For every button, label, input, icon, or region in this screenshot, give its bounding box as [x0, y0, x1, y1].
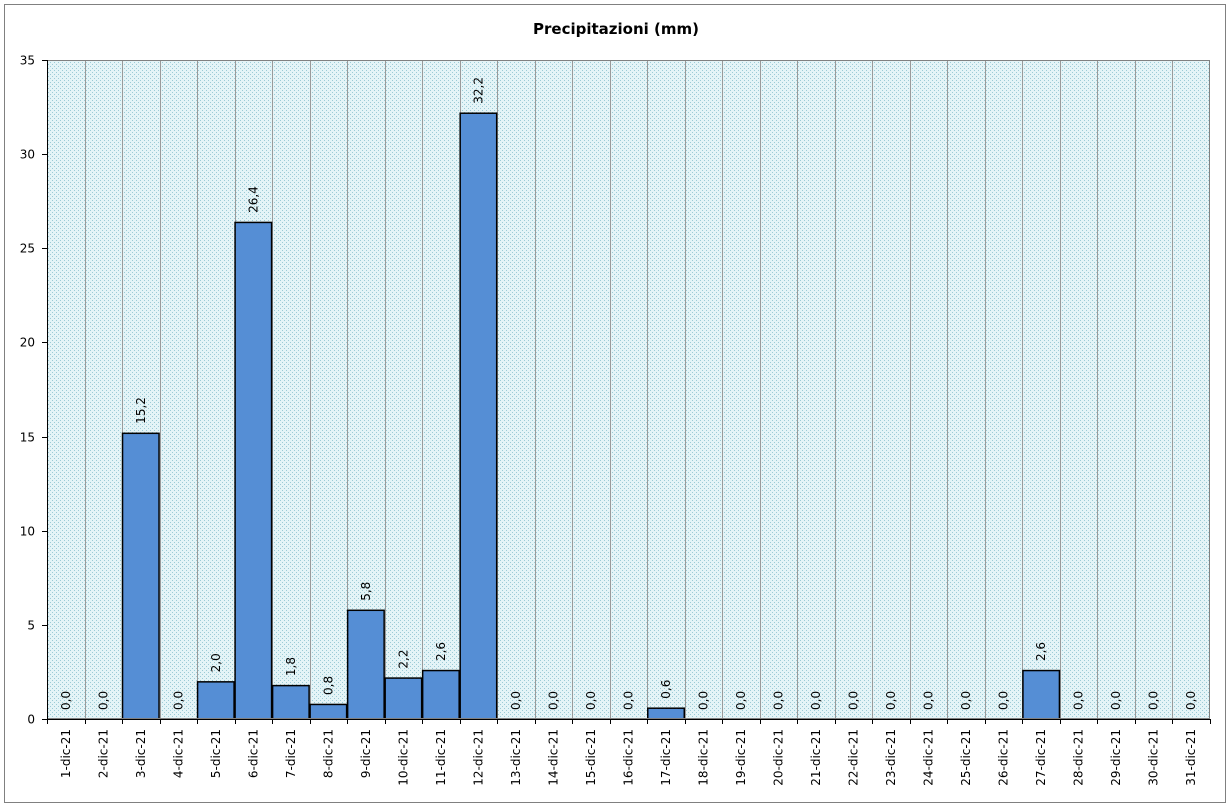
data-label: 0,0: [96, 691, 110, 710]
x-tick-label: 24-dic-21: [922, 729, 936, 786]
x-tick-label: 14-dic-21: [546, 729, 560, 786]
x-tick-label: 22-dic-21: [847, 729, 861, 786]
x-tick-label: 21-dic-21: [809, 729, 823, 786]
x-tick-label: 16-dic-21: [622, 729, 636, 786]
x-tick-label: 18-dic-21: [697, 729, 711, 786]
bar-3-dic-21: [121, 432, 160, 720]
data-label: 0,0: [772, 691, 786, 710]
bar-9-dic-21: [346, 609, 385, 720]
y-tick-label: 10: [20, 525, 35, 539]
y-tick-label: 25: [20, 242, 35, 256]
x-tick-label: 29-dic-21: [1109, 729, 1123, 786]
x-tick-label: 25-dic-21: [959, 729, 973, 786]
data-label: 0,6: [659, 680, 673, 699]
plot-area: [47, 60, 1210, 719]
x-tick-label: 3-dic-21: [134, 729, 148, 778]
data-label: 32,2: [471, 77, 485, 104]
x-tick-label: 13-dic-21: [509, 729, 523, 786]
bar-7-dic-21: [271, 684, 310, 720]
bar-12-dic-21: [459, 112, 498, 720]
x-tick-label: 15-dic-21: [584, 729, 598, 786]
x-tick-label: 30-dic-21: [1147, 729, 1161, 786]
y-tick-label: 0: [27, 713, 35, 727]
x-tick-label: 28-dic-21: [1072, 729, 1086, 786]
data-label: 0,0: [1147, 691, 1161, 710]
data-label: 0,0: [959, 691, 973, 710]
y-tick-label: 15: [20, 431, 35, 445]
bar-5-dic-21: [196, 681, 235, 720]
data-label: 0,0: [1109, 691, 1123, 710]
x-tick-label: 9-dic-21: [359, 729, 373, 778]
y-tick-label: 30: [20, 148, 35, 162]
bar-11-dic-21: [421, 669, 460, 720]
x-tick-label: 2-dic-21: [96, 729, 110, 778]
x-tick-label: 12-dic-21: [471, 729, 485, 786]
data-label: 5,8: [359, 582, 373, 601]
bar-6-dic-21: [234, 221, 273, 720]
bar-17-dic-21: [647, 707, 686, 720]
bar-10-dic-21: [384, 677, 423, 720]
data-label: 0,0: [884, 691, 898, 710]
x-tick-label: 4-dic-21: [171, 729, 185, 778]
x-tick-label: 11-dic-21: [434, 729, 448, 786]
y-tick-label: 20: [20, 336, 35, 350]
data-label: 0,0: [734, 691, 748, 710]
x-tick-label: 6-dic-21: [246, 729, 260, 778]
data-label: 0,0: [1072, 691, 1086, 710]
x-tick-label: 19-dic-21: [734, 729, 748, 786]
data-label: 2,6: [1034, 642, 1048, 661]
data-label: 0,0: [509, 691, 523, 710]
x-tick-label: 23-dic-21: [884, 729, 898, 786]
x-tick-label: 31-dic-21: [1184, 729, 1198, 786]
data-label: 0,8: [321, 676, 335, 695]
data-label: 0,0: [847, 691, 861, 710]
y-tick-label: 5: [27, 619, 35, 633]
data-label: 15,2: [134, 397, 148, 424]
data-label: 0,0: [584, 691, 598, 710]
data-label: 0,0: [622, 691, 636, 710]
data-label: 0,0: [997, 691, 1011, 710]
bar-27-dic-21: [1022, 669, 1061, 720]
data-label: 2,6: [434, 642, 448, 661]
data-label: 1,8: [284, 657, 298, 676]
data-label: 0,0: [59, 691, 73, 710]
data-label: 0,0: [546, 691, 560, 710]
data-label: 0,0: [809, 691, 823, 710]
data-label: 26,4: [246, 186, 260, 213]
bar-8-dic-21: [309, 703, 348, 720]
data-label: 2,2: [396, 649, 410, 668]
data-label: 0,0: [922, 691, 936, 710]
data-label: 0,0: [171, 691, 185, 710]
x-tick-label: 8-dic-21: [321, 729, 335, 778]
x-tick-label: 26-dic-21: [997, 729, 1011, 786]
data-label: 0,0: [1184, 691, 1198, 710]
x-tick-label: 10-dic-21: [396, 729, 410, 786]
data-label: 2,0: [209, 653, 223, 672]
y-tick-label: 35: [20, 54, 35, 68]
chart-title: Precipitazioni (mm): [533, 20, 699, 38]
x-tick-label: 20-dic-21: [772, 729, 786, 786]
data-label: 0,0: [697, 691, 711, 710]
x-tick-label: 17-dic-21: [659, 729, 673, 786]
x-tick-label: 27-dic-21: [1034, 729, 1048, 786]
x-tick-label: 5-dic-21: [209, 729, 223, 778]
x-tick-label: 1-dic-21: [59, 729, 73, 778]
x-tick-label: 7-dic-21: [284, 729, 298, 778]
